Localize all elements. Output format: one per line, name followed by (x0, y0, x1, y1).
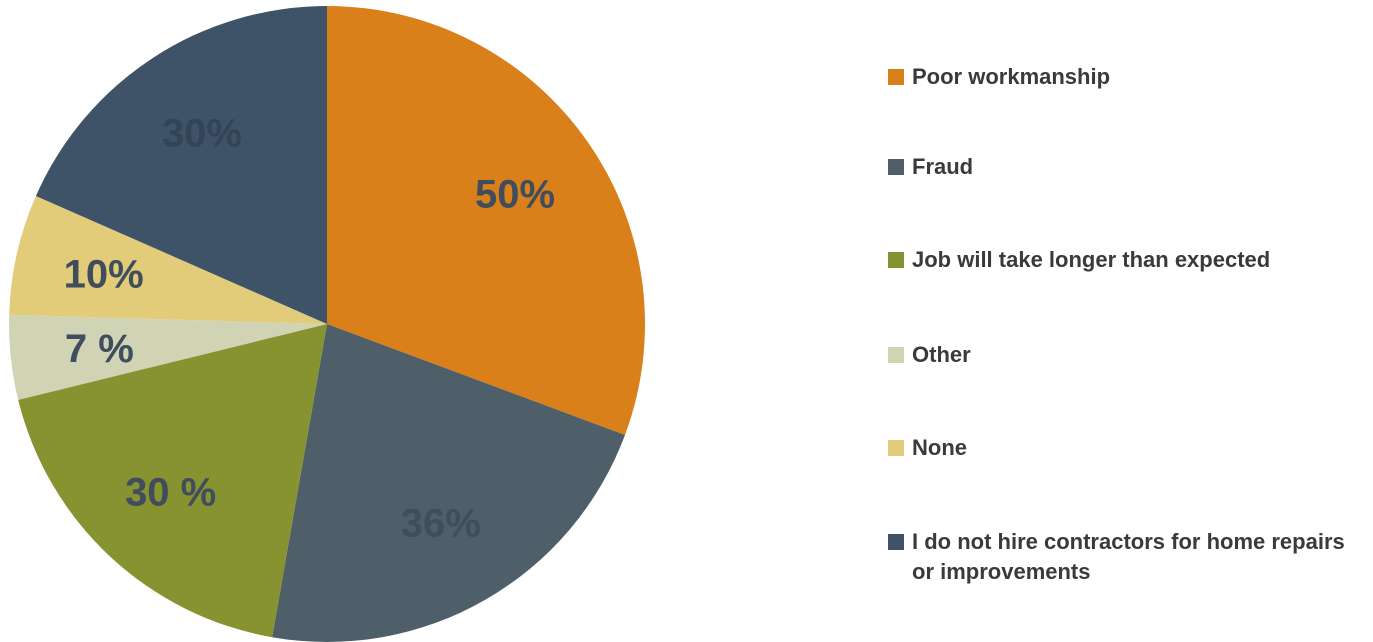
legend-swatch (888, 440, 904, 456)
legend-item: Poor workmanship (888, 62, 1352, 92)
legend-item: I do not hire contractors for home repai… (888, 527, 1352, 587)
legend-label: None (912, 435, 967, 460)
legend-swatch (888, 252, 904, 268)
legend-swatch (888, 534, 904, 550)
legend-label: I do not hire contractors for home repai… (912, 529, 1345, 584)
legend-label: Fraud (912, 154, 974, 179)
slice-label-0: 50% (475, 172, 555, 216)
slice-label-3: 7 % (65, 327, 134, 371)
legend-item: Job will take longer than expected (888, 245, 1352, 275)
pie-slice-3 (9, 314, 328, 400)
legend-label: Poor workmanship (912, 64, 1111, 89)
slice-label-4: 10% (64, 253, 144, 297)
slice-label-1: 36% (401, 502, 481, 546)
legend-item: Fraud (888, 152, 1352, 182)
slice-label-2: 30 % (125, 470, 216, 514)
legend-swatch (888, 159, 904, 175)
pie-slice-5 (35, 6, 327, 324)
pie-slice-2 (18, 324, 327, 638)
pie-slice-0 (327, 6, 645, 435)
legend-swatch (888, 347, 904, 363)
legend-label: Job will take longer than expected (912, 247, 1271, 272)
legend-item: None (888, 433, 1352, 463)
legend-label: Other (912, 342, 971, 367)
legend-swatch (888, 69, 904, 85)
pie-slice-1 (272, 324, 625, 642)
pie-slice-4 (9, 195, 328, 324)
legend-item: Other (888, 340, 1352, 370)
slice-label-5: 30% (162, 111, 242, 155)
